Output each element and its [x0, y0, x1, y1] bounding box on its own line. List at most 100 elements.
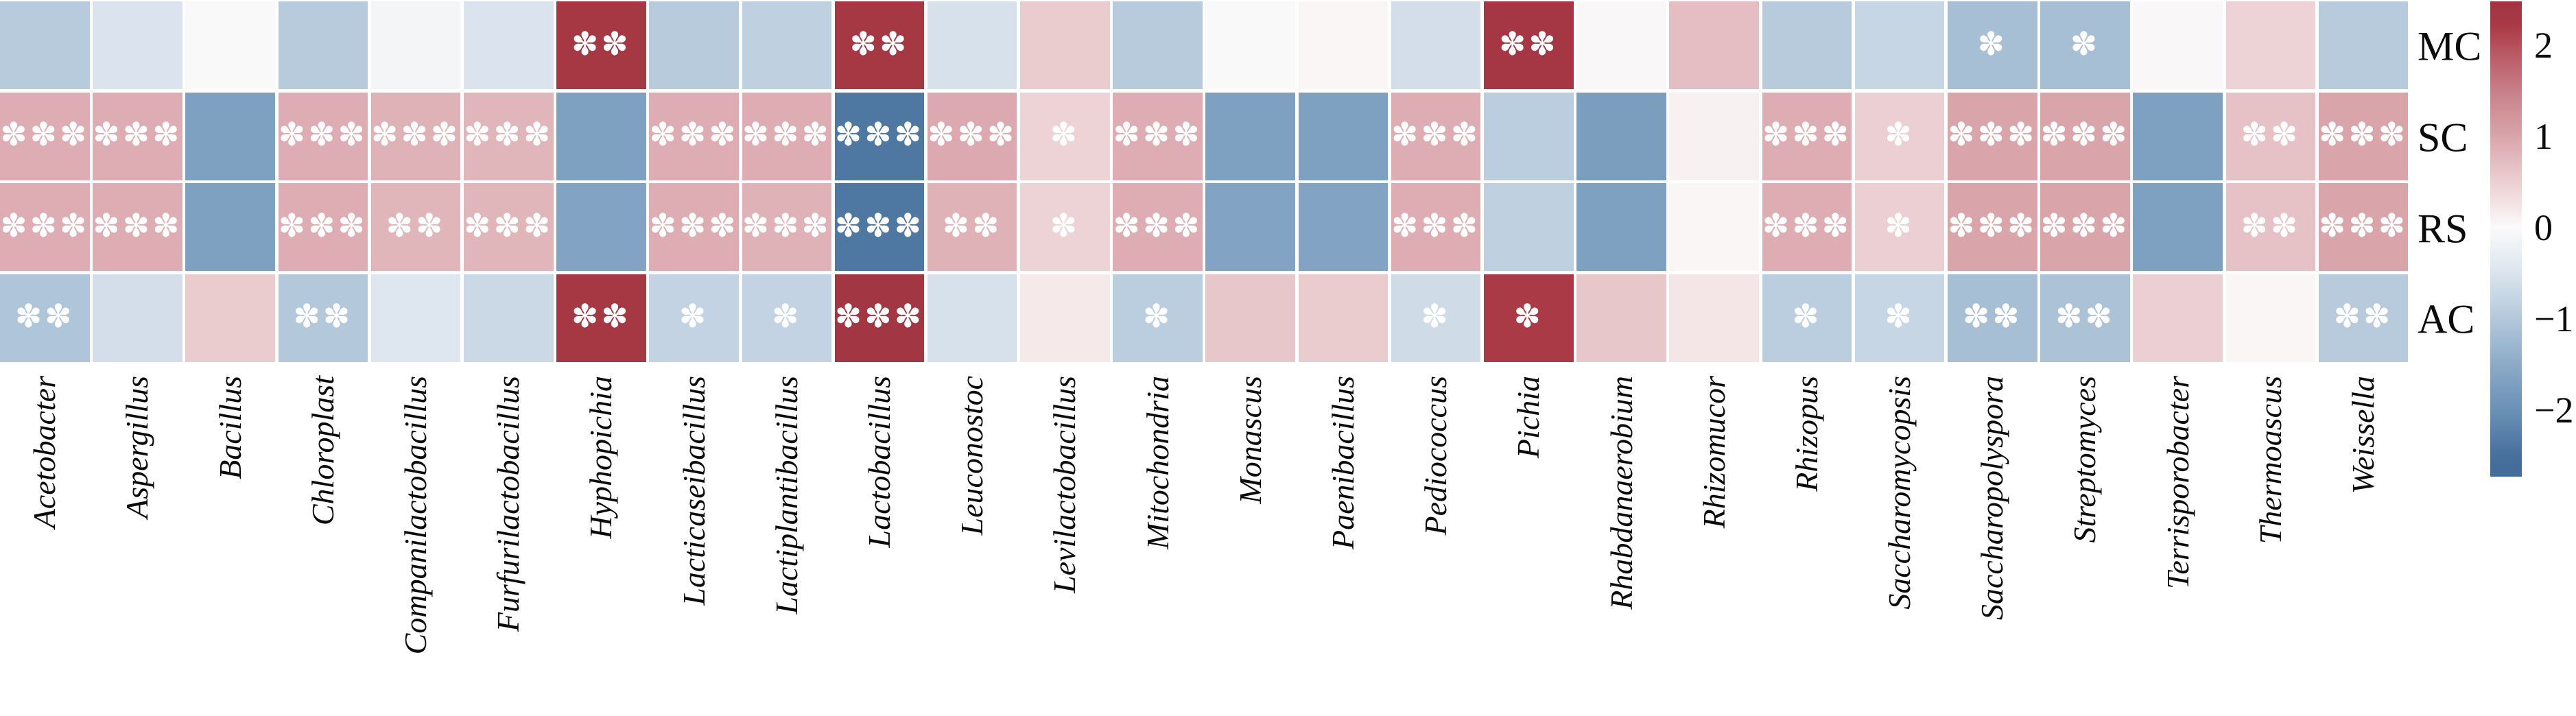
heatmap-cell-RS-Acetobacter: ✽✽✽ [0, 183, 90, 272]
heatmap-cell-RS-Streptomyces: ✽✽✽ [2040, 183, 2130, 272]
heatmap-cell-AC-Saccharopolyspora: ✽✽ [1947, 274, 2037, 362]
significance-stars: ✽✽ [2241, 116, 2301, 154]
significance-stars: ✽ [1792, 298, 1822, 336]
heatmap-cell-MC-Saccharomycopsis [1854, 1, 1945, 89]
heatmap-cell-AC-Lactiplantibacillus: ✽ [742, 274, 832, 362]
colorbar-tick-1: 1 [2534, 116, 2553, 157]
colorbar-tick-2: 2 [2534, 25, 2553, 66]
column-label-Lactobacillus: Lactobacillus [862, 376, 897, 548]
significance-stars: ✽✽✽ [834, 206, 925, 245]
heatmap-cell-MC-Monascus [1205, 1, 1296, 89]
heatmap-cell-SC-Pediococcus: ✽✽✽ [1391, 92, 1481, 180]
heatmap-cell-AC-Leuconostoc [927, 274, 1017, 362]
column-label-Acetobacter: Acetobacter [27, 376, 62, 529]
significance-stars: ✽ [2070, 25, 2101, 63]
heatmap-cell-SC-Aspergillus: ✽✽✽ [93, 92, 182, 180]
heatmap-cell-AC-Levilactobacillus [1020, 274, 1110, 362]
significance-stars: ✽ [1050, 116, 1080, 154]
column-label-Monascus: Monascus [1232, 376, 1268, 504]
heatmap-cell-RS-Paenibacillus [1298, 183, 1389, 272]
heatmap-cell-AC-Companilactobacillus [370, 274, 461, 362]
heatmap-cell-SC-Paenibacillus [1298, 92, 1389, 180]
heatmap-cell-MC-Aspergillus [93, 1, 182, 89]
significance-stars: ✽✽✽ [1762, 116, 1852, 154]
significance-stars: ✽ [1142, 298, 1173, 336]
heatmap-cell-MC-Lactiplantibacillus [742, 1, 832, 89]
heatmap-cell-MC-Rhizopus [1762, 1, 1852, 89]
column-label-Mitochondria: Mitochondria [1139, 376, 1175, 549]
column-label-Lactiplantibacillus: Lactiplantibacillus [768, 376, 804, 614]
heatmap-cell-RS-Leuconostoc: ✽✽ [927, 183, 1017, 272]
column-label-Companilactobacillus: Companilactobacillus [398, 376, 434, 655]
heatmap-cell-SC-Pichia [1484, 92, 1574, 180]
colorbar-tick-−2: −2 [2534, 390, 2574, 431]
heatmap-cell-AC-Rhizomucor [1669, 274, 1759, 362]
significance-stars: ✽✽✽ [834, 298, 925, 336]
heatmap-cell-MC-Furfurilactobacillus [463, 1, 554, 89]
heatmap-cell-MC-Lacticaseibacillus [649, 1, 739, 89]
heatmap-cell-AC-Pediococcus: ✽ [1391, 274, 1481, 362]
heatmap-cell-MC-Streptomyces: ✽ [2040, 1, 2130, 89]
significance-stars: ✽✽✽ [2040, 116, 2130, 154]
heatmap-cell-SC-Leuconostoc: ✽✽✽ [927, 92, 1017, 180]
heatmap-cell-AC-Weissella: ✽✽ [2318, 274, 2409, 362]
column-label-Rhizomucor: Rhizomucor [1696, 376, 1732, 529]
heatmap-cell-MC-Paenibacillus [1298, 1, 1389, 89]
significance-stars: ✽✽✽ [93, 206, 182, 245]
significance-stars: ✽✽✽ [649, 206, 739, 245]
row-label-AC: AC [2418, 296, 2475, 342]
heatmap-cell-MC-Saccharopolyspora: ✽ [1947, 1, 2037, 89]
heatmap-cell-AC-Lactobacillus: ✽✽✽ [834, 274, 925, 362]
significance-stars: ✽✽✽ [2318, 116, 2409, 154]
heatmap-cell-RS-Thermoascus: ✽✽ [2225, 183, 2316, 272]
significance-stars: ✽✽ [1498, 25, 1559, 63]
heatmap-cell-AC-Streptomyces: ✽✽ [2040, 274, 2130, 362]
heatmap-cell-RS-Weissella: ✽✽✽ [2318, 183, 2409, 272]
significance-stars: ✽✽✽ [278, 116, 368, 154]
column-label-Weissella: Weissella [2345, 376, 2381, 494]
heatmap-cell-AC-Lacticaseibacillus: ✽ [649, 274, 739, 362]
colorbar [2490, 1, 2522, 477]
significance-stars: ✽✽✽ [742, 206, 831, 245]
significance-stars: ✽✽✽ [1113, 116, 1203, 154]
heatmap-cell-AC-Hyphopichia: ✽✽ [556, 274, 646, 362]
column-label-Rhabdanaerobium: Rhabdanaerobium [1603, 376, 1639, 610]
heatmap-cell-RS-Lactiplantibacillus: ✽✽✽ [742, 183, 832, 272]
heatmap-cell-AC-Chloroplast: ✽✽ [278, 274, 368, 362]
column-label-Pichia: Pichia [1511, 376, 1546, 459]
significance-stars: ✽✽ [14, 298, 75, 336]
heatmap-cell-SC-Weissella: ✽✽✽ [2318, 92, 2409, 180]
heatmap-cell-SC-Monascus [1205, 92, 1296, 180]
heatmap-cell-RS-Aspergillus: ✽✽✽ [93, 183, 182, 272]
column-label-Paenibacillus: Paenibacillus [1325, 376, 1360, 549]
significance-stars: ✽✽✽ [278, 206, 368, 245]
heatmap-cell-SC-Furfurilactobacillus: ✽✽✽ [463, 92, 554, 180]
column-label-Hyphopichia: Hyphopichia [583, 376, 619, 539]
column-label-Saccharomycopsis: Saccharomycopsis [1882, 376, 1917, 610]
heatmap-cell-SC-Thermoascus: ✽✽ [2225, 92, 2316, 180]
significance-stars: ✽ [772, 298, 802, 336]
significance-stars: ✽ [1050, 206, 1080, 245]
heatmap-cell-RS-Chloroplast: ✽✽✽ [278, 183, 368, 272]
heatmap-cell-SC-Hyphopichia [556, 92, 646, 180]
heatmap-cell-MC-Weissella [2318, 1, 2409, 89]
significance-stars: ✽ [1884, 298, 1915, 336]
significance-stars: ✽ [1884, 116, 1915, 154]
heatmap-cell-SC-Chloroplast: ✽✽✽ [278, 92, 368, 180]
heatmap-cell-SC-Terrisporobacter [2133, 92, 2223, 180]
column-label-Streptomyces: Streptomyces [2067, 376, 2103, 543]
column-label-Aspergillus: Aspergillus [119, 376, 155, 518]
heatmap-cell-RS-Terrisporobacter [2133, 183, 2223, 272]
heatmap-cell-RS-Pediococcus: ✽✽✽ [1391, 183, 1481, 272]
heatmap-cell-MC-Thermoascus [2225, 1, 2316, 89]
significance-stars: ✽ [1421, 298, 1451, 336]
significance-stars: ✽✽ [293, 298, 353, 336]
heatmap-cell-RS-Monascus [1205, 183, 1296, 272]
heatmap-cell-MC-Leuconostoc [927, 1, 1017, 89]
row-label-SC: SC [2418, 115, 2468, 160]
significance-stars: ✽✽✽ [1391, 206, 1481, 245]
heatmap-cell-SC-Rhizomucor [1669, 92, 1759, 180]
heatmap-cell-AC-Aspergillus [93, 274, 182, 362]
heatmap-cell-AC-Paenibacillus [1298, 274, 1389, 362]
row-label-MC: MC [2418, 23, 2482, 69]
